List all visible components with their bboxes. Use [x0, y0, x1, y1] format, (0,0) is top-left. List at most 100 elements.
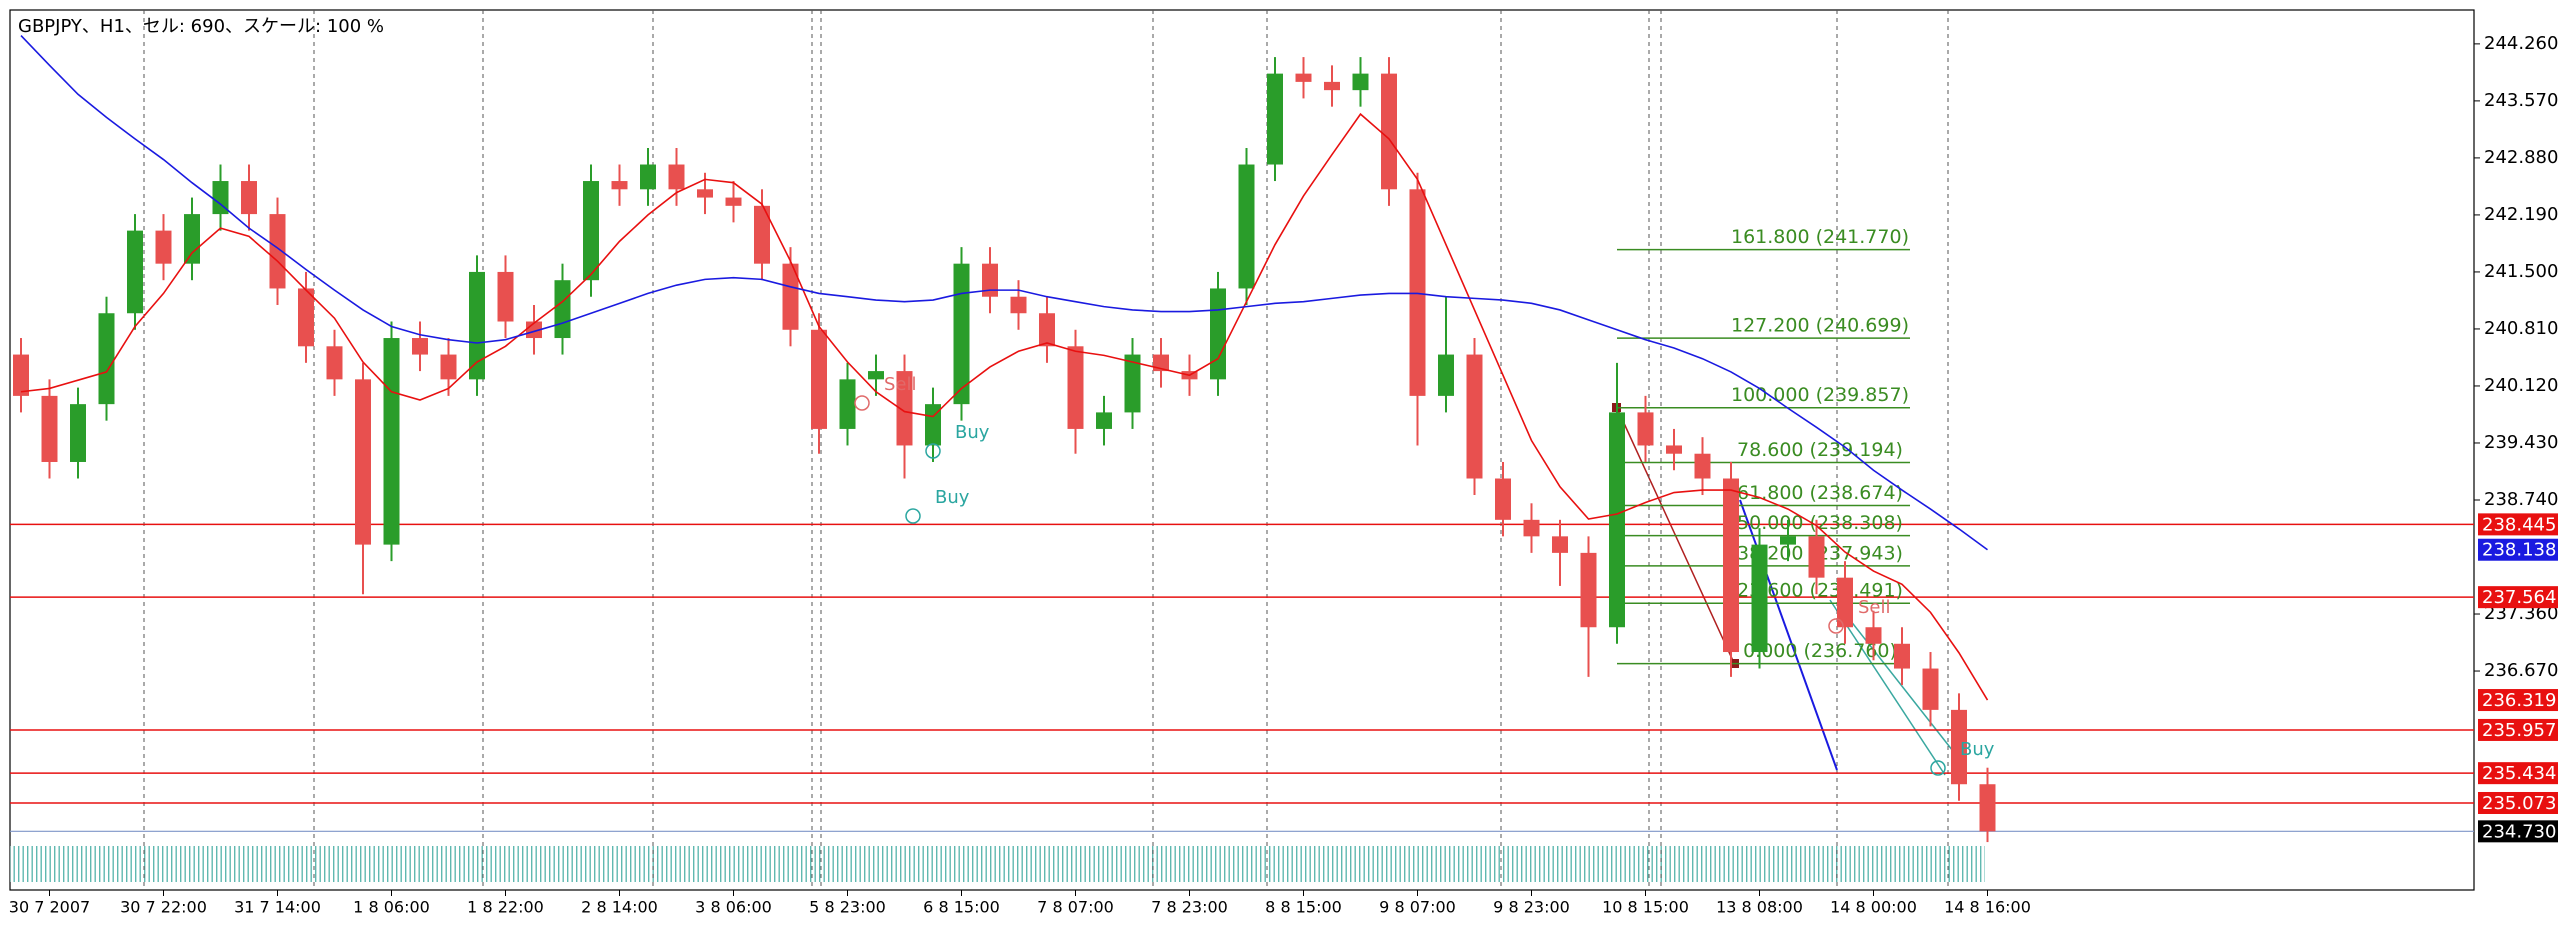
price-box — [2478, 718, 2558, 741]
candle-body — [1267, 73, 1283, 165]
candle-body — [725, 197, 742, 206]
x-tick-label: 8 8 15:00 — [1265, 898, 1342, 917]
candle-body — [1466, 354, 1483, 479]
fib-label: 161.800 (241.770) — [1731, 226, 1909, 248]
candle-body — [1438, 354, 1454, 396]
y-tick-label: 242.880 — [2484, 147, 2558, 168]
candle-body — [127, 230, 143, 314]
candle-body — [440, 354, 457, 380]
price-box — [2478, 513, 2558, 536]
x-tick-label: 9 8 23:00 — [1493, 898, 1570, 917]
x-tick-label: 14 8 00:00 — [1830, 898, 1917, 917]
candle-body — [697, 189, 713, 198]
price-box-label: 235.073 — [2482, 793, 2556, 814]
x-tick-label: 1 8 22:00 — [467, 898, 544, 917]
candle-body — [1780, 536, 1796, 545]
price-box-label: 238.138 — [2482, 540, 2556, 561]
candle-body — [754, 205, 770, 264]
candle-body — [554, 280, 571, 339]
candle-body — [241, 181, 257, 215]
x-tick-label: 2 8 14:00 — [581, 898, 658, 917]
candle-body — [155, 230, 172, 264]
candle-body — [1295, 73, 1312, 82]
candle-body — [269, 214, 286, 289]
x-tick-label: 7 8 07:00 — [1037, 898, 1114, 917]
candle-body — [383, 338, 400, 545]
x-tick-label: 10 8 15:00 — [1602, 898, 1689, 917]
x-tick-label: 30 7 22:00 — [120, 898, 207, 917]
candle-body — [1979, 784, 1996, 832]
candle-body — [497, 271, 514, 322]
y-tick-label: 238.740 — [2484, 489, 2558, 510]
candle-body — [1837, 577, 1853, 628]
candle-body — [1808, 536, 1825, 578]
signal-marker — [905, 508, 921, 524]
price-box — [2478, 689, 2558, 712]
x-tick-label: 31 7 14:00 — [234, 898, 321, 917]
price-box — [2478, 820, 2558, 843]
price-box — [2478, 791, 2558, 814]
candle-body — [298, 288, 314, 347]
signal-label: Buy — [1960, 739, 1995, 760]
price-box — [2478, 762, 2558, 785]
candle-body — [1666, 445, 1682, 454]
signal-label: Sell — [1858, 597, 1891, 618]
price-box-label: 235.957 — [2482, 720, 2556, 741]
price-box-label: 234.730 — [2482, 821, 2556, 842]
candle-body — [1865, 627, 1882, 644]
candle-body — [839, 379, 856, 429]
price-box-label: 238.445 — [2482, 514, 2556, 535]
candle-body — [1523, 519, 1540, 537]
x-tick-label: 14 8 16:00 — [1944, 898, 2031, 917]
candle-body — [896, 371, 913, 446]
candle-body — [412, 338, 428, 355]
price-box-label: 236.319 — [2482, 690, 2556, 711]
x-tick-label: 9 8 07:00 — [1379, 898, 1456, 917]
fib-label: 100.000 (239.857) — [1731, 384, 1909, 406]
fib-label: 23.600 (237.491) — [1737, 580, 1903, 602]
candle-body — [41, 395, 58, 462]
candle-body — [1238, 164, 1255, 289]
price-box — [2478, 538, 2558, 561]
candle-body — [1210, 288, 1226, 380]
x-tick-label: 1 8 06:00 — [353, 898, 430, 917]
fib-label: 50.000 (238.308) — [1737, 512, 1903, 534]
candle-body — [1010, 296, 1027, 314]
candle-body — [1096, 412, 1112, 429]
y-tick-label: 244.260 — [2484, 33, 2558, 54]
signal-label: Buy — [955, 422, 990, 443]
candle-body — [1723, 478, 1739, 653]
candle-body — [953, 263, 970, 405]
signal-marker — [925, 443, 941, 459]
x-tick-label: 5 8 23:00 — [809, 898, 886, 917]
candles — [13, 57, 1996, 843]
candle-body — [1495, 478, 1511, 520]
candle-body — [212, 181, 229, 215]
candle-body — [13, 354, 29, 396]
signal-label: Sell — [884, 374, 917, 395]
x-tick-label: 6 8 15:00 — [923, 898, 1000, 917]
volume-strip — [10, 846, 1985, 882]
y-tick-label: 237.360 — [2484, 603, 2558, 624]
y-tick-label: 240.120 — [2484, 375, 2558, 396]
signal-marker — [1828, 618, 1844, 634]
candle-body — [640, 164, 656, 190]
candle-body — [355, 379, 371, 545]
candle-body — [1580, 552, 1597, 628]
y-tick-label: 240.810 — [2484, 318, 2558, 339]
x-tick-label: 30 7 2007 — [9, 898, 90, 917]
x-tick-label: 3 8 06:00 — [695, 898, 772, 917]
moving-average — [20, 112, 1989, 701]
y-tick-label: 239.430 — [2484, 432, 2558, 453]
fib-label: 61.800 (238.674) — [1737, 482, 1903, 504]
fib-label: 78.600 (239.194) — [1737, 439, 1903, 461]
y-tick-label: 236.670 — [2484, 660, 2558, 681]
signal-marker — [1930, 760, 1946, 776]
candle-body — [70, 404, 86, 462]
x-tick-label: 7 8 23:00 — [1151, 898, 1228, 917]
chart-title: GBPJPY、H1、セル: 690、スケール: 100 % — [18, 16, 384, 37]
candle-body — [982, 263, 998, 297]
price-box-label: 235.434 — [2482, 763, 2556, 784]
candle-body — [583, 181, 599, 281]
signal-marker — [854, 395, 870, 411]
